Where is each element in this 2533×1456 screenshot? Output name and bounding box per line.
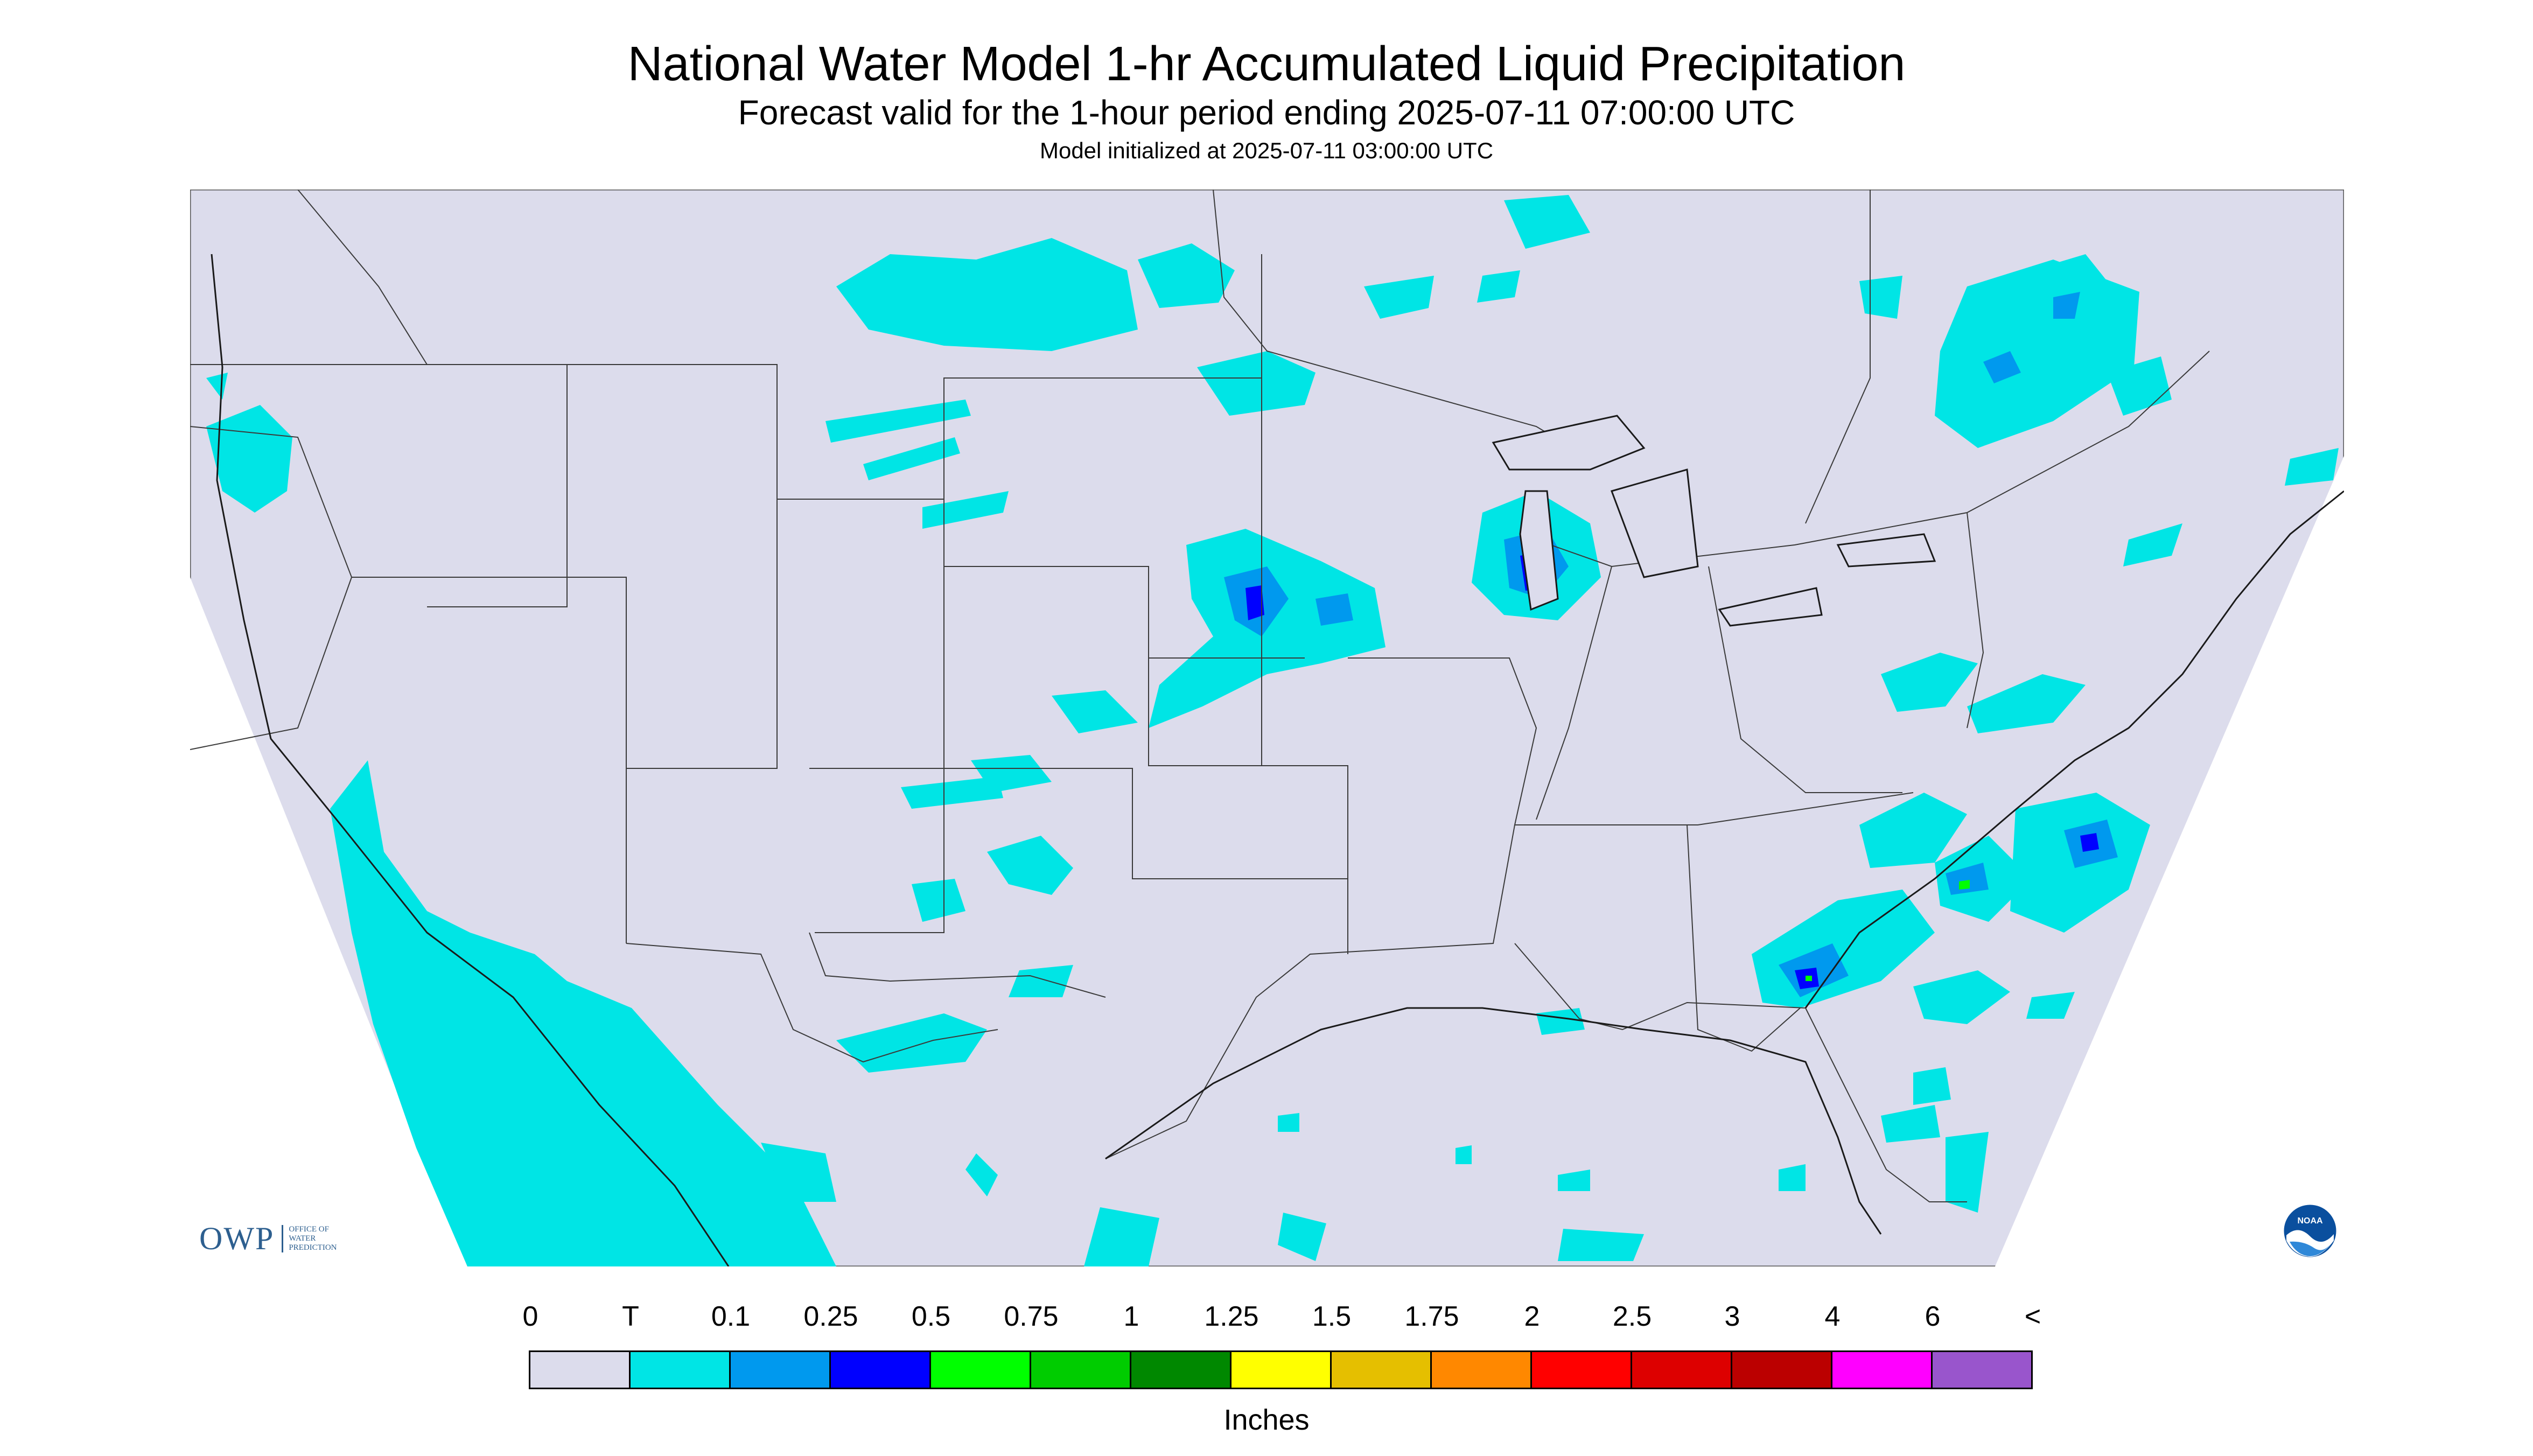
precip-north: [825, 195, 1590, 529]
noaa-logo: NOAA: [2282, 1203, 2338, 1259]
legend-tick-label: 1.25: [1204, 1301, 1259, 1332]
owp-logo-text: OFFICE OF WATER PREDICTION: [282, 1224, 337, 1252]
legend-tick-label: 0.5: [911, 1301, 951, 1332]
model-init-text: Model initialized at 2025-07-11 03:00:00…: [1039, 138, 1494, 163]
color-legend: [529, 1350, 2033, 1389]
legend-tick-label: 2: [1524, 1301, 1540, 1332]
noaa-logo-text: NOAA: [2297, 1216, 2323, 1226]
precip-central-core: [1245, 585, 1264, 620]
legend-swatch: [1031, 1352, 1131, 1388]
legend-tick-label: <: [2024, 1301, 2041, 1332]
coastline: [211, 254, 2344, 1266]
owp-logo-line: OFFICE OF: [289, 1224, 329, 1234]
legend-unit-label: Inches: [1223, 1404, 1310, 1436]
legend-tick-labels: 0 T 0.1 0.25 0.5 0.75 1 1.25 1.5 1.75 2 2.5 3 4 6 <: [523, 1300, 2532, 1338]
great-lakes: [1492, 415, 1936, 627]
legend-tick-label: 0: [522, 1301, 538, 1332]
legend-swatch: [1832, 1352, 1933, 1388]
legend-swatch: [1732, 1352, 1832, 1388]
owp-logo-line: PREDICTION: [289, 1243, 337, 1252]
legend-tick-label: 0.75: [1004, 1301, 1059, 1332]
precip-southeast-core: [1795, 833, 2099, 989]
legend-tick-label: 4: [1824, 1301, 1841, 1332]
legend-swatch: [731, 1352, 831, 1388]
legend-tick-label: 6: [1925, 1301, 1941, 1332]
legend-tick-label: 0.25: [803, 1301, 858, 1332]
domain-mask-right: [1995, 456, 2344, 1266]
legend-swatch: [1432, 1352, 1532, 1388]
forecast-valid-subtitle: Forecast valid for the 1-hour period end…: [738, 93, 1795, 132]
owp-logo-line: WATER: [289, 1234, 316, 1243]
legend-swatch: [931, 1352, 1031, 1388]
legend-tick-label: T: [622, 1301, 639, 1332]
map-title: National Water Model 1-hr Accumulated Li…: [627, 37, 1906, 91]
legend-tick-label: 1: [1123, 1301, 1139, 1332]
precip-northeast: [1859, 254, 2339, 733]
owp-logo: OWP OFFICE OF WATER PREDICTION: [199, 1220, 337, 1257]
legend-swatch: [831, 1352, 931, 1388]
legend-swatch: [1231, 1352, 1332, 1388]
legend-tick-label: 1.75: [1404, 1301, 1459, 1332]
legend-swatch: [631, 1352, 731, 1388]
legend-swatch: [1933, 1352, 2031, 1388]
precipitation-map: [190, 190, 2344, 1266]
precip-west-coast: [206, 373, 1644, 1266]
legend-tick-label: 3: [1724, 1301, 1740, 1332]
legend-swatch: [1532, 1352, 1632, 1388]
state-boundaries: [190, 190, 2210, 1202]
precip-gulf-scatter: [1278, 1008, 1989, 1213]
legend-tick-label: 1.5: [1312, 1301, 1352, 1332]
legend-tick-label: 2.5: [1612, 1301, 1652, 1332]
legend-tick-label: 0.1: [711, 1301, 751, 1332]
legend-swatch: [1632, 1352, 1732, 1388]
legend-swatch: [530, 1352, 631, 1388]
legend-swatch: [1332, 1352, 1432, 1388]
owp-logo-mark: OWP: [199, 1220, 275, 1256]
legend-swatch: [1131, 1352, 1231, 1388]
precip-northeast-heavy: [1983, 292, 2080, 383]
